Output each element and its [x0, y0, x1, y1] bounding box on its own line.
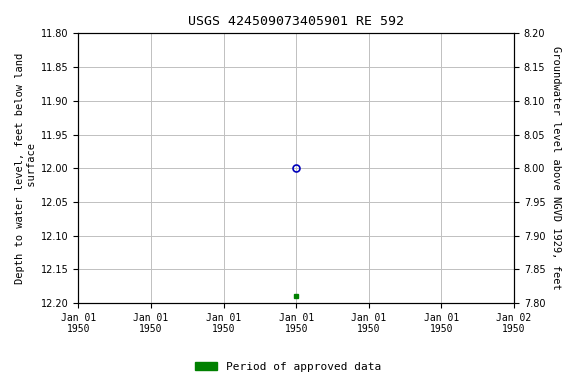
Y-axis label: Depth to water level, feet below land
 surface: Depth to water level, feet below land su… — [15, 53, 37, 284]
Y-axis label: Groundwater level above NGVD 1929, feet: Groundwater level above NGVD 1929, feet — [551, 46, 561, 290]
Legend: Period of approved data: Period of approved data — [191, 358, 385, 377]
Title: USGS 424509073405901 RE 592: USGS 424509073405901 RE 592 — [188, 15, 404, 28]
